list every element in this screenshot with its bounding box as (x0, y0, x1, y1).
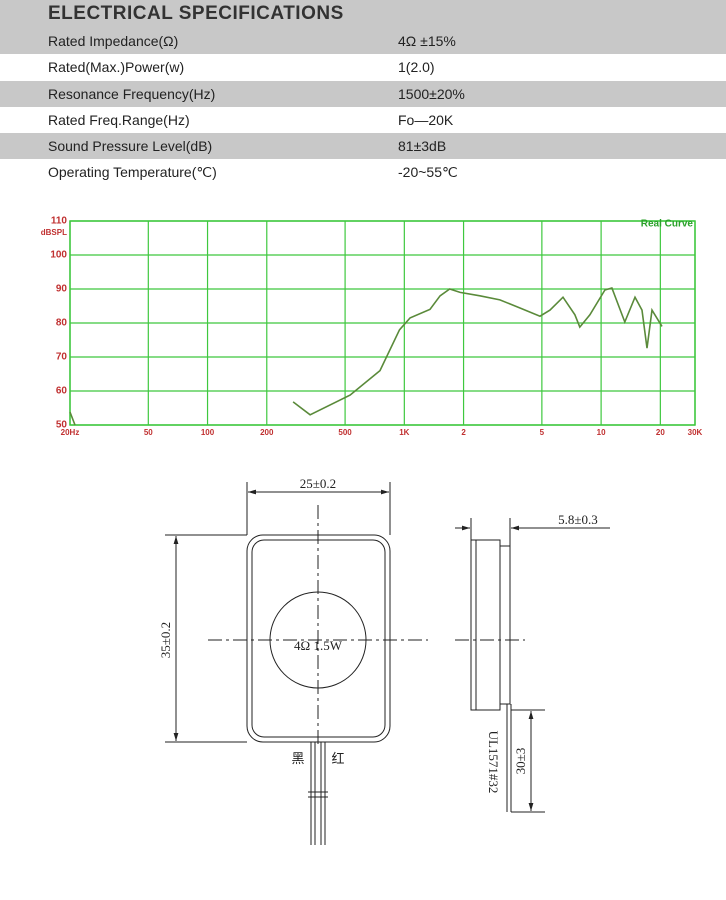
x-tick-label: 10 (597, 428, 606, 437)
x-tick-label: 20Hz (61, 428, 80, 437)
spec-name: Rated Freq.Range(Hz) (48, 111, 190, 128)
spec-name: Rated(Max.)Power(w) (48, 59, 185, 76)
spec-value: 1500±20% (398, 85, 465, 102)
spec-value: -20~55℃ (398, 164, 458, 181)
spec-name: Sound Pressure Level(dB) (48, 138, 213, 155)
plate (499, 545, 511, 705)
section-title: ELECTRICAL SPECIFICATIONS (0, 0, 726, 28)
x-tick-label: 30K (688, 428, 703, 437)
wire-label: UL1571#32 (486, 731, 501, 794)
wire-black: 黑 (291, 751, 304, 766)
spec-value: 4Ω ±15% (398, 33, 456, 49)
spec-name: Operating Temperature(℃) (48, 164, 217, 181)
spec-row: Rated(Max.)Power(w) 1(2.0) (0, 54, 726, 80)
x-tick-label: 2 (461, 428, 466, 437)
y-tick-label: 90 (56, 284, 68, 295)
spec-value: Fo—20K (398, 111, 454, 128)
y-tick-label: 110 (51, 216, 68, 227)
spec-row: Resonance Frequency(Hz) 1500±20% (0, 80, 726, 107)
wires (310, 742, 326, 845)
center-label: 4Ω 1.5W (294, 638, 343, 653)
spec-row: Operating Temperature(℃) -20~55℃ (0, 159, 726, 185)
thickness-label: 5.8±0.3 (558, 512, 598, 527)
y-tick-label: 100 (50, 250, 67, 261)
spec-name: Rated Impedance(Ω) (48, 33, 179, 49)
wire-mark (308, 791, 328, 798)
x-tick-label: 20 (656, 428, 665, 437)
annotation: Real Curve (641, 219, 694, 230)
y-tick-label: 50 (56, 420, 68, 431)
front-view: 25±0.2 35±0.2 4Ω 1.5W 黑 红 (158, 476, 428, 845)
spec-name: Resonance Frequency(Hz) (48, 85, 216, 102)
x-tick-label: 1K (399, 428, 409, 437)
body (470, 539, 501, 711)
x-tick-label: 200 (260, 428, 274, 437)
y-axis-label: dBSPL (41, 228, 67, 237)
x-tick-label: 5 (540, 428, 545, 437)
y-tick-label: 80 (56, 318, 68, 329)
spec-row: Sound Pressure Level(dB) 81±3dB (0, 133, 726, 160)
y-tick-label: 60 (56, 386, 68, 397)
x-tick-label: 50 (144, 428, 153, 437)
side-view: 5.8±0.3 UL1571#32 30±3 (455, 512, 610, 813)
spec-table: ELECTRICAL SPECIFICATIONS Rated Impedanc… (0, 0, 726, 186)
spec-value: 81±3dB (398, 138, 447, 155)
spec-value: 1(2.0) (398, 59, 435, 76)
length-label: 30±3 (513, 748, 528, 775)
x-tick-label: 500 (338, 428, 352, 437)
wire (506, 704, 512, 812)
rows: Rated Impedance(Ω) 4Ω ±15% Rated(Max.)Powe… (0, 28, 726, 186)
y-tick-label: 70 (56, 352, 68, 363)
width-label: 25±0.2 (300, 476, 336, 491)
wire-red: 红 (331, 751, 344, 766)
spec-row: Rated Impedance(Ω) 4Ω ±15% (0, 28, 726, 55)
height-label: 35±0.2 (158, 622, 173, 658)
spec-row: Rated Freq.Range(Hz) Fo—20K (0, 107, 726, 133)
response-curve (69, 287, 663, 426)
x-tick-label: 100 (201, 428, 215, 437)
